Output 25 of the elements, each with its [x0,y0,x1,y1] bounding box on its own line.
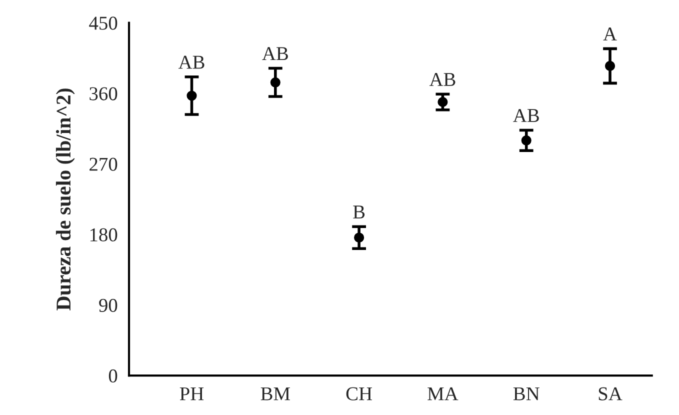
point [604,60,616,71]
annotation: AB [429,73,456,86]
y-tick-label: 270 [90,158,118,171]
x-tick-label: BM [260,387,290,400]
y-tick-label: 360 [90,87,118,100]
x-tick-label: SA [598,387,622,400]
point [521,135,532,146]
point [270,77,280,88]
x-tick-label: BN [513,387,540,400]
annotation: B [353,206,365,218]
x-tick-label: PH [180,387,204,400]
point [438,96,448,108]
annotation: A [603,28,617,40]
annotation: AB [513,109,539,122]
point [354,232,364,243]
y-tick-label: 450 [89,16,118,30]
annotation: AB [262,47,288,60]
y-tick-label: 90 [99,298,118,312]
x-tick-label: CH [346,387,372,400]
annotation: AB [178,56,204,69]
y-tick-label: 180 [90,228,118,242]
x-tick-label: MA [428,387,458,400]
point [186,90,197,101]
y-tick-label: 0 [108,369,118,383]
y-axis-title: Dureza de suelo (lb/in^2) [56,88,75,310]
